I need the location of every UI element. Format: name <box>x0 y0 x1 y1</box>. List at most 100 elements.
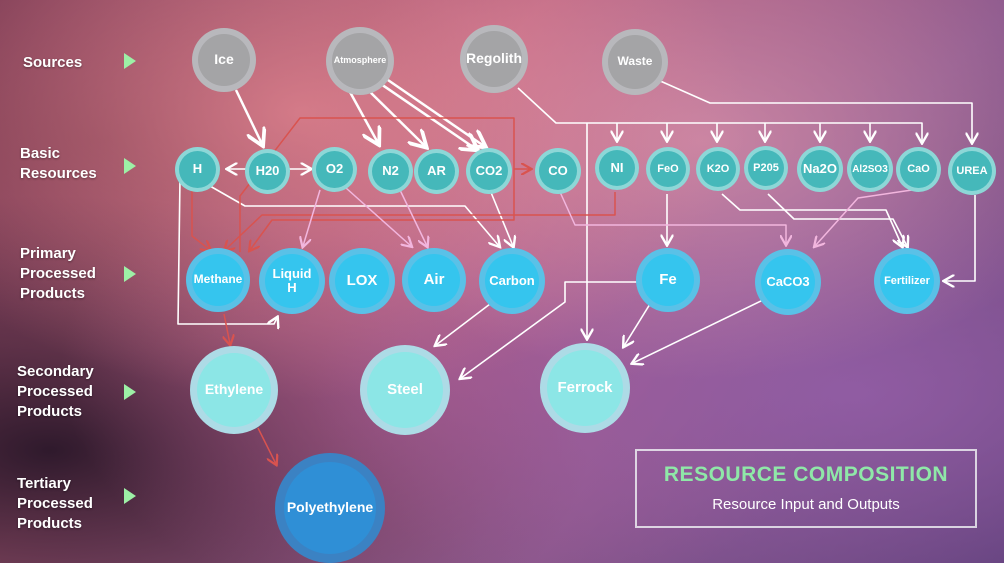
edge-k2o-fert <box>721 193 902 246</box>
node-label: N2 <box>382 163 399 179</box>
node-fe[interactable]: Fe <box>636 248 700 312</box>
row-label-line: Products <box>17 515 83 532</box>
node-atmosphere[interactable]: Atmosphere <box>326 27 394 95</box>
edge-h-methane <box>191 190 210 250</box>
edge-methane-ethylene <box>224 313 230 344</box>
node-regolith[interactable]: Regolith <box>460 25 528 93</box>
node-label: Air <box>423 270 445 288</box>
node-label: Fertilizer <box>884 274 930 287</box>
edge-caco3-ferrock <box>633 298 766 363</box>
row-arrow-sources <box>124 53 136 69</box>
row-label-line: Resources <box>20 165 97 182</box>
node-label: NI <box>610 159 624 175</box>
node-ice[interactable]: Ice <box>192 28 256 92</box>
edge-h20-methane-loop <box>239 117 515 252</box>
node-label: Methane <box>193 272 243 287</box>
node-label: Steel <box>387 380 423 398</box>
node-waste[interactable]: Waste <box>602 29 668 95</box>
node-urea[interactable]: UREA <box>948 147 996 195</box>
node-al2so3[interactable]: Al2SO3 <box>847 146 893 192</box>
node-label: CaCO3 <box>766 273 810 289</box>
node-label: CO <box>548 162 568 178</box>
node-label: FeO <box>657 162 679 175</box>
node-ni[interactable]: NI <box>595 146 639 190</box>
node-label: CO2 <box>475 162 503 178</box>
node-ethylene[interactable]: Ethylene <box>190 346 278 434</box>
row-label-line: Processed <box>17 495 93 512</box>
row-arrow-tertiary <box>124 488 136 504</box>
node-air[interactable]: Air <box>402 248 466 312</box>
edge-p205-fert <box>767 193 907 246</box>
node-na2o[interactable]: Na2O <box>797 146 843 192</box>
node-label: K2O <box>706 162 730 175</box>
node-h[interactable]: H <box>175 147 220 192</box>
node-co2[interactable]: CO2 <box>466 148 512 194</box>
node-methane[interactable]: Methane <box>186 248 250 312</box>
node-carbon[interactable]: Carbon <box>479 248 545 314</box>
title-box: RESOURCE COMPOSITION Resource Input and … <box>635 449 977 528</box>
node-co[interactable]: CO <box>535 148 581 194</box>
node-label: Polyethylene <box>286 499 374 516</box>
edge-atm-ar <box>365 87 425 146</box>
row-arrow-basic <box>124 158 136 174</box>
node-k2o[interactable]: K2O <box>696 147 740 191</box>
node-feo[interactable]: FeO <box>646 147 690 191</box>
row-label-line: Processed <box>17 383 93 400</box>
edge-fe-steel <box>461 281 638 378</box>
node-lox[interactable]: LOX <box>329 248 395 314</box>
node-cao[interactable]: CaO <box>896 147 941 192</box>
edge-cao-caco3 <box>815 189 913 246</box>
node-label: Regolith <box>466 50 522 67</box>
edge-atm-co2 <box>377 80 476 149</box>
node-caco3[interactable]: CaCO3 <box>755 249 821 315</box>
node-ar[interactable]: AR <box>414 149 459 194</box>
row-label-basic: Basic Resources <box>20 144 97 184</box>
diagram-title: RESOURCE COMPOSITION <box>663 463 949 486</box>
node-liquid-h[interactable]: Liquid H <box>259 248 325 314</box>
node-label: P205 <box>753 161 779 174</box>
edge-carbon-steel <box>436 303 491 345</box>
diagram-subtitle: Resource Input and Outputs <box>712 496 900 513</box>
node-label: Waste <box>617 54 653 69</box>
row-label-line: Basic <box>20 145 61 162</box>
edge-n2-air <box>399 189 427 246</box>
node-steel[interactable]: Steel <box>360 345 450 435</box>
node-label-line: H <box>287 280 297 295</box>
node-polyethylene[interactable]: Polyethylene <box>275 453 385 563</box>
row-arrow-primary <box>124 266 136 282</box>
edge-h-carbon <box>209 185 499 246</box>
row-arrow-secondary <box>124 384 136 400</box>
node-o2[interactable]: O2 <box>312 147 357 192</box>
row-label-line: Primary <box>20 245 76 262</box>
node-fertilizer[interactable]: Fertilizer <box>874 248 940 314</box>
node-label: Ferrock <box>557 378 613 396</box>
node-ferrock[interactable]: Ferrock <box>540 343 630 433</box>
edge-fe-ferrock <box>624 303 651 346</box>
node-label: H20 <box>255 163 280 179</box>
row-label-sources: Sources <box>23 54 83 71</box>
node-n2[interactable]: N2 <box>368 149 413 194</box>
node-label: Carbon <box>489 272 535 288</box>
node-label: Al2SO3 <box>852 163 888 175</box>
edge-urea-fert <box>945 195 976 281</box>
edge-co2-carbon <box>489 189 513 246</box>
node-label: Na2O <box>803 160 837 176</box>
row-label-tertiary: Tertiary Processed Products <box>17 474 93 534</box>
edge-o2-liquidh <box>303 189 321 246</box>
row-label-line: Products <box>20 285 86 302</box>
row-label-line: Processed <box>20 265 96 282</box>
node-label: UREA <box>956 164 988 177</box>
node-label: LOX <box>346 271 378 289</box>
edge-ni-methane <box>225 192 616 250</box>
row-label-line: Tertiary <box>17 475 71 492</box>
node-label: Ice <box>214 51 234 68</box>
row-label-primary: Primary Processed Products <box>20 244 96 304</box>
edge-waste-urea <box>657 79 972 142</box>
edge-atm-co2-b <box>384 76 484 146</box>
node-label: Atmosphere <box>333 55 387 66</box>
node-p205[interactable]: P205 <box>744 146 788 190</box>
node-h20[interactable]: H20 <box>245 149 290 194</box>
edge-ethylene-polyethylene <box>257 427 276 464</box>
node-label: Fe <box>659 270 677 288</box>
row-label-secondary: Secondary Processed Products <box>17 362 94 422</box>
